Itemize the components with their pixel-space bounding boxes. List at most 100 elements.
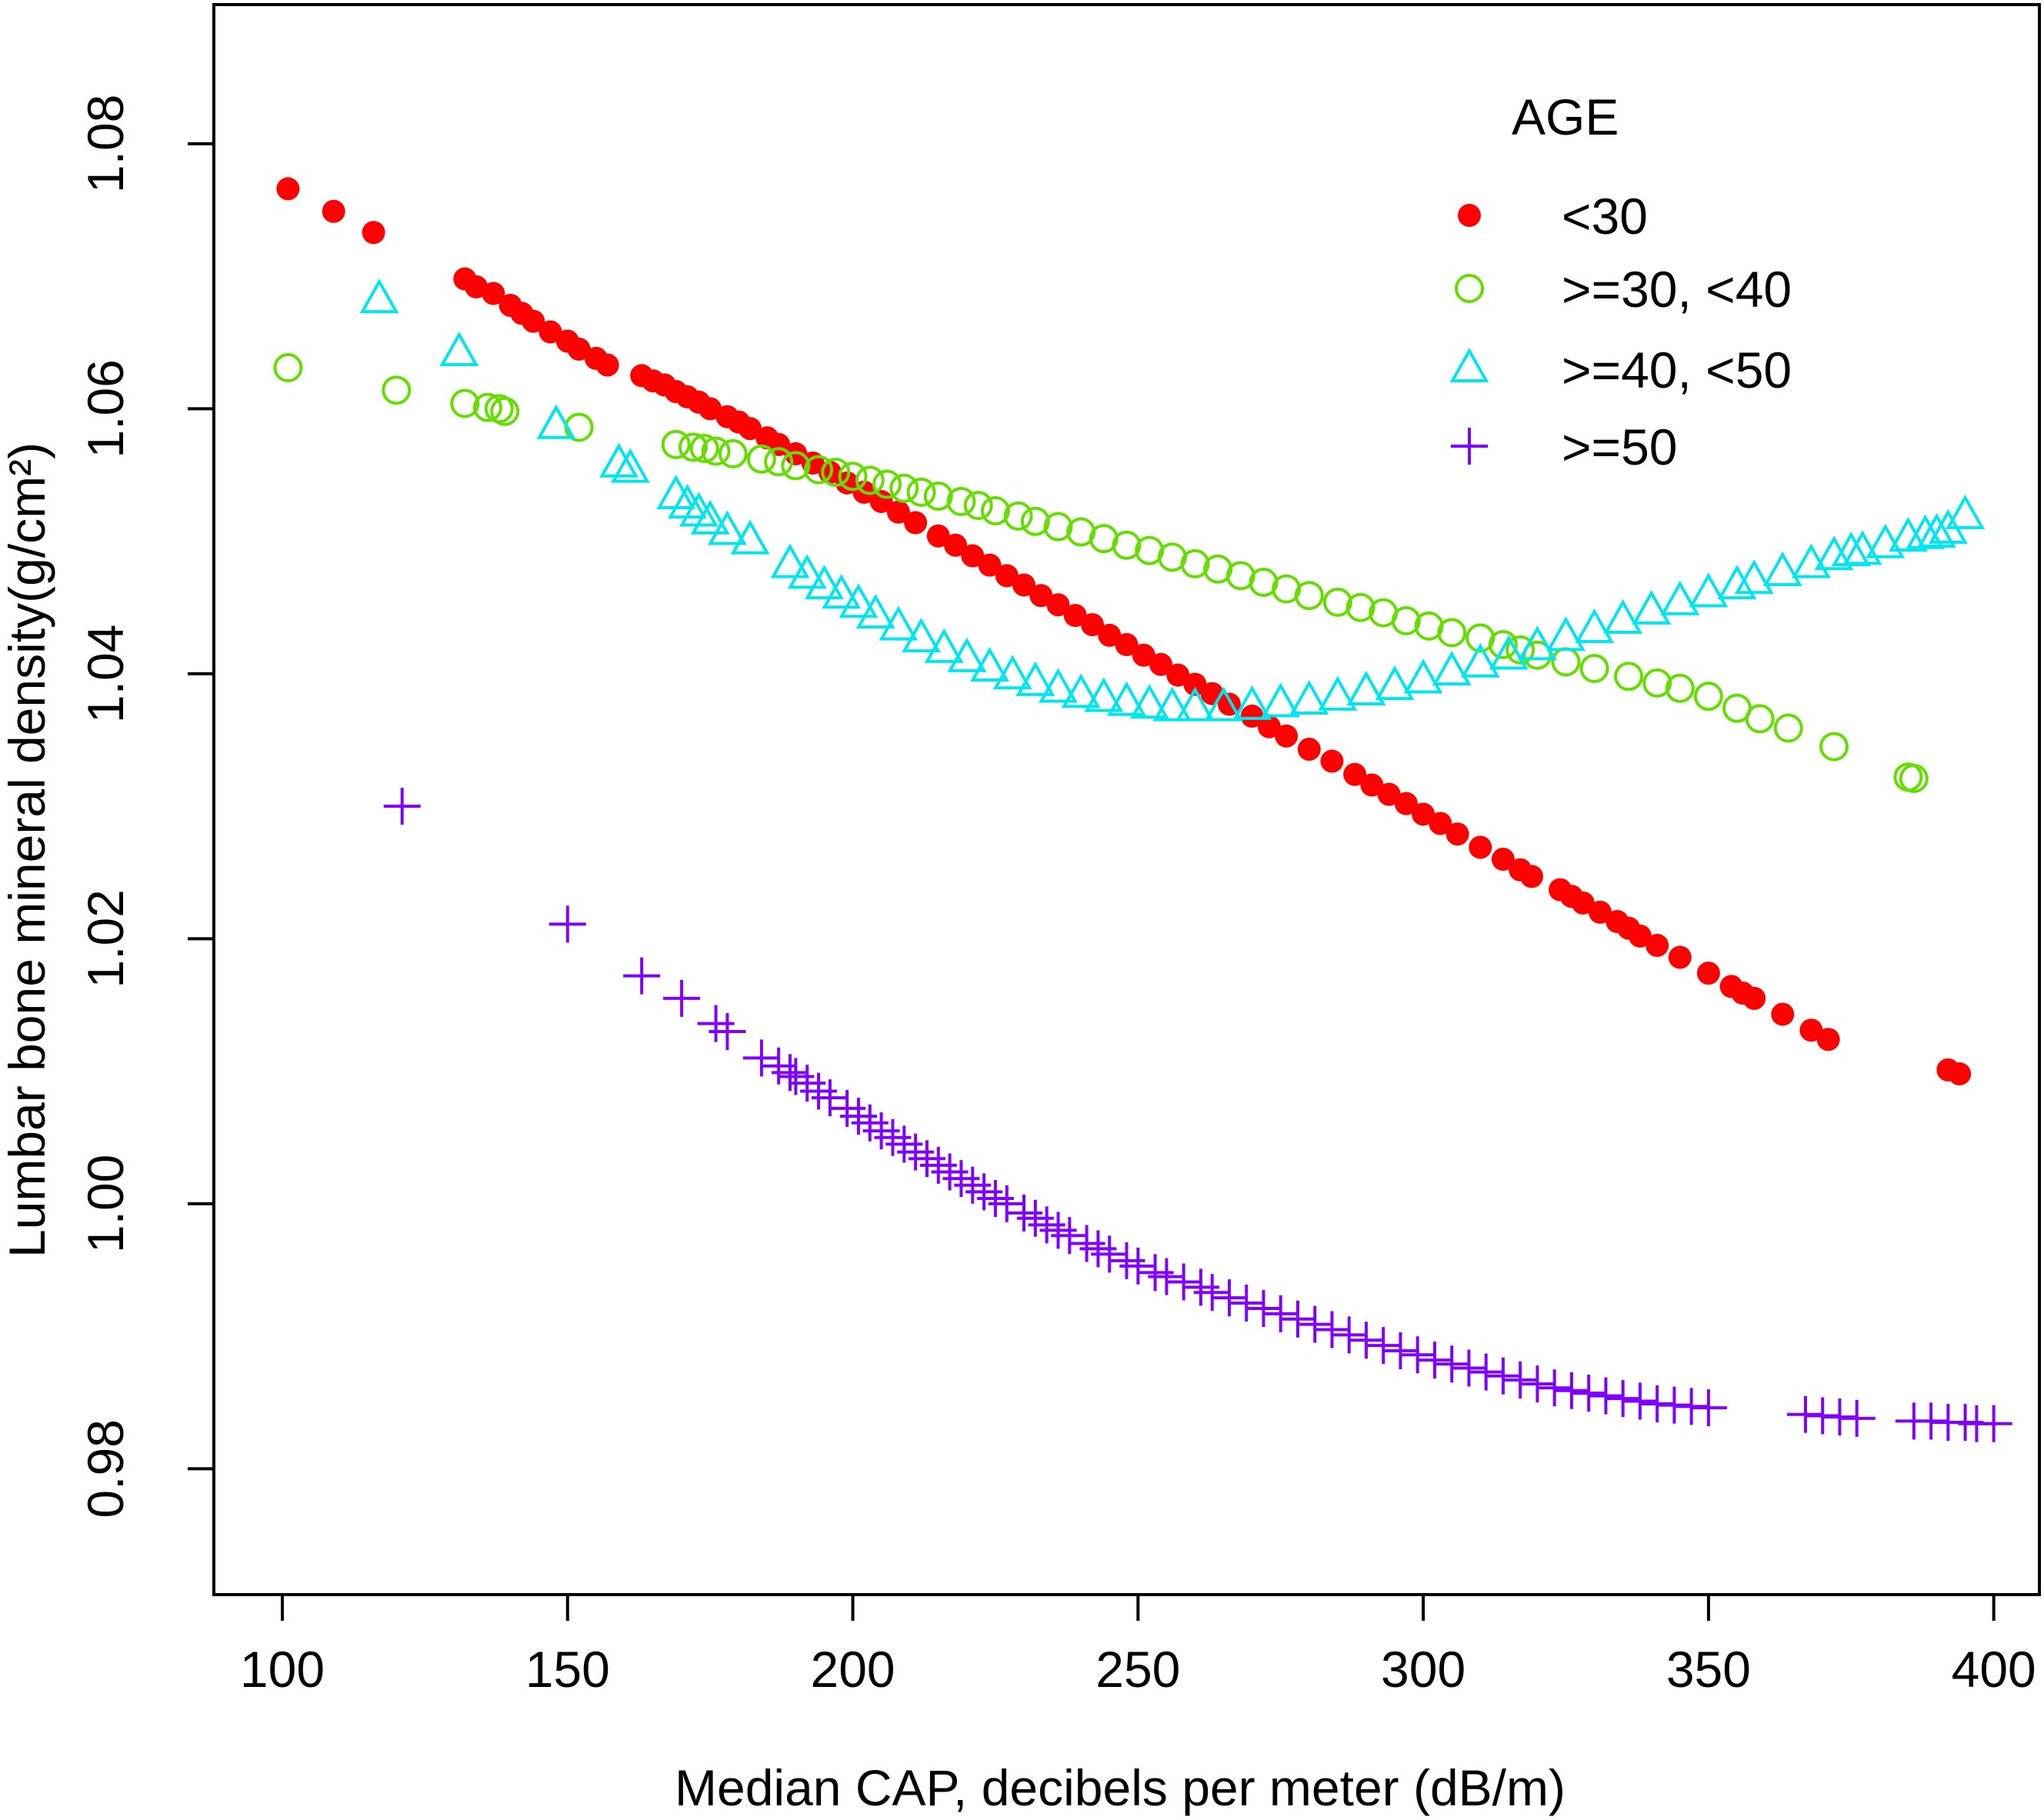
data-point [1502,1361,1539,1398]
data-point [1232,685,1272,720]
data-point [1717,565,1757,600]
y-tick-label: 0.98 [77,1419,134,1518]
data-point [746,444,776,474]
legend: AGE <30 >=30, <40 >=40, <50 >=50 [1449,88,1792,475]
data-point [1551,647,1581,677]
data-point [1489,635,1529,670]
data-point [1587,1377,1625,1415]
data-point [472,392,502,422]
legend-marker [1458,204,1481,227]
data-point [1518,625,1557,661]
data-point [872,469,902,499]
data-point [1279,1300,1316,1338]
data-point [718,438,748,468]
data-point [1415,1342,1453,1379]
data-point [1039,668,1078,703]
data-point [1345,592,1375,622]
data-point [838,462,868,492]
data-point [988,1185,1025,1222]
data-point [1745,704,1775,734]
data-point [1043,512,1073,542]
x-tick-label: 100 [240,1641,325,1698]
data-point [1433,1345,1471,1383]
data-point [1842,530,1882,565]
data-point [1693,682,1723,712]
data-point [980,495,1010,525]
data-point [610,448,650,483]
data-point [1210,1279,1248,1317]
data-point [1003,501,1033,531]
data-point [1467,1353,1505,1391]
data-point [1175,686,1215,722]
data-point [1289,679,1329,715]
data-point [771,1054,809,1092]
data-point [1488,629,1518,659]
data-point [1519,1365,1556,1403]
data-point [1261,682,1301,718]
data-point [1948,1062,1972,1086]
data-point [273,352,303,382]
data-point [1899,763,1929,793]
data-point [1432,651,1472,686]
data-point [382,375,412,405]
data-point [1029,584,1053,608]
data-point [787,554,827,589]
data-point [1360,773,1384,797]
legend-marker [1455,274,1484,303]
data-point [1866,523,1906,558]
series-3 [359,278,1986,722]
data-point [1975,1405,2012,1442]
data-point [595,353,619,377]
data-point [1152,686,1192,722]
data-point [276,177,300,201]
data-point [707,510,747,545]
data-point [906,477,936,507]
data-point [1484,1357,1522,1395]
data-point [709,1012,746,1050]
legend-label: >=50 [1562,418,1678,475]
data-points [273,177,2012,1442]
data-point [1696,962,1720,985]
data-point [1012,573,1036,597]
data-point [1377,782,1401,806]
data-point [1621,1382,1659,1420]
data-point [1536,1369,1573,1407]
data-point [902,618,941,653]
data-point [1632,589,1672,625]
data-point [1588,900,1612,924]
data-point [886,500,910,524]
y-axis: 0.98 1.00 1.02 1.04 1.06 1.08 [77,95,215,1518]
data-point [926,524,950,548]
data-point [661,429,691,459]
data-point [1046,593,1070,617]
data-point [961,544,985,568]
data-point [359,278,399,314]
data-point [1689,572,1729,608]
data-point [1522,640,1552,670]
data-point [539,320,562,344]
data-point [1579,653,1609,683]
data-point [1098,623,1122,647]
data-point [855,594,895,629]
data-point [1343,762,1367,786]
data-point [1946,494,1986,529]
data-point [1552,1372,1590,1409]
data-point [1204,686,1243,722]
legend-label: <30 [1562,188,1648,245]
data-point [869,489,893,513]
data-point [1115,632,1139,656]
data-point [1180,548,1210,578]
data-point [1228,1285,1265,1322]
data-point [1614,662,1644,692]
data-point [944,533,968,557]
data-point [1322,587,1352,617]
data-point [739,417,762,441]
data-point [536,404,576,439]
data-point [1771,1002,1795,1026]
data-point [1240,704,1264,728]
data-point [1689,1389,1727,1427]
data-point [1294,581,1324,611]
data-point [1297,738,1321,762]
data-point [1365,1327,1402,1365]
data-point [1275,724,1299,748]
